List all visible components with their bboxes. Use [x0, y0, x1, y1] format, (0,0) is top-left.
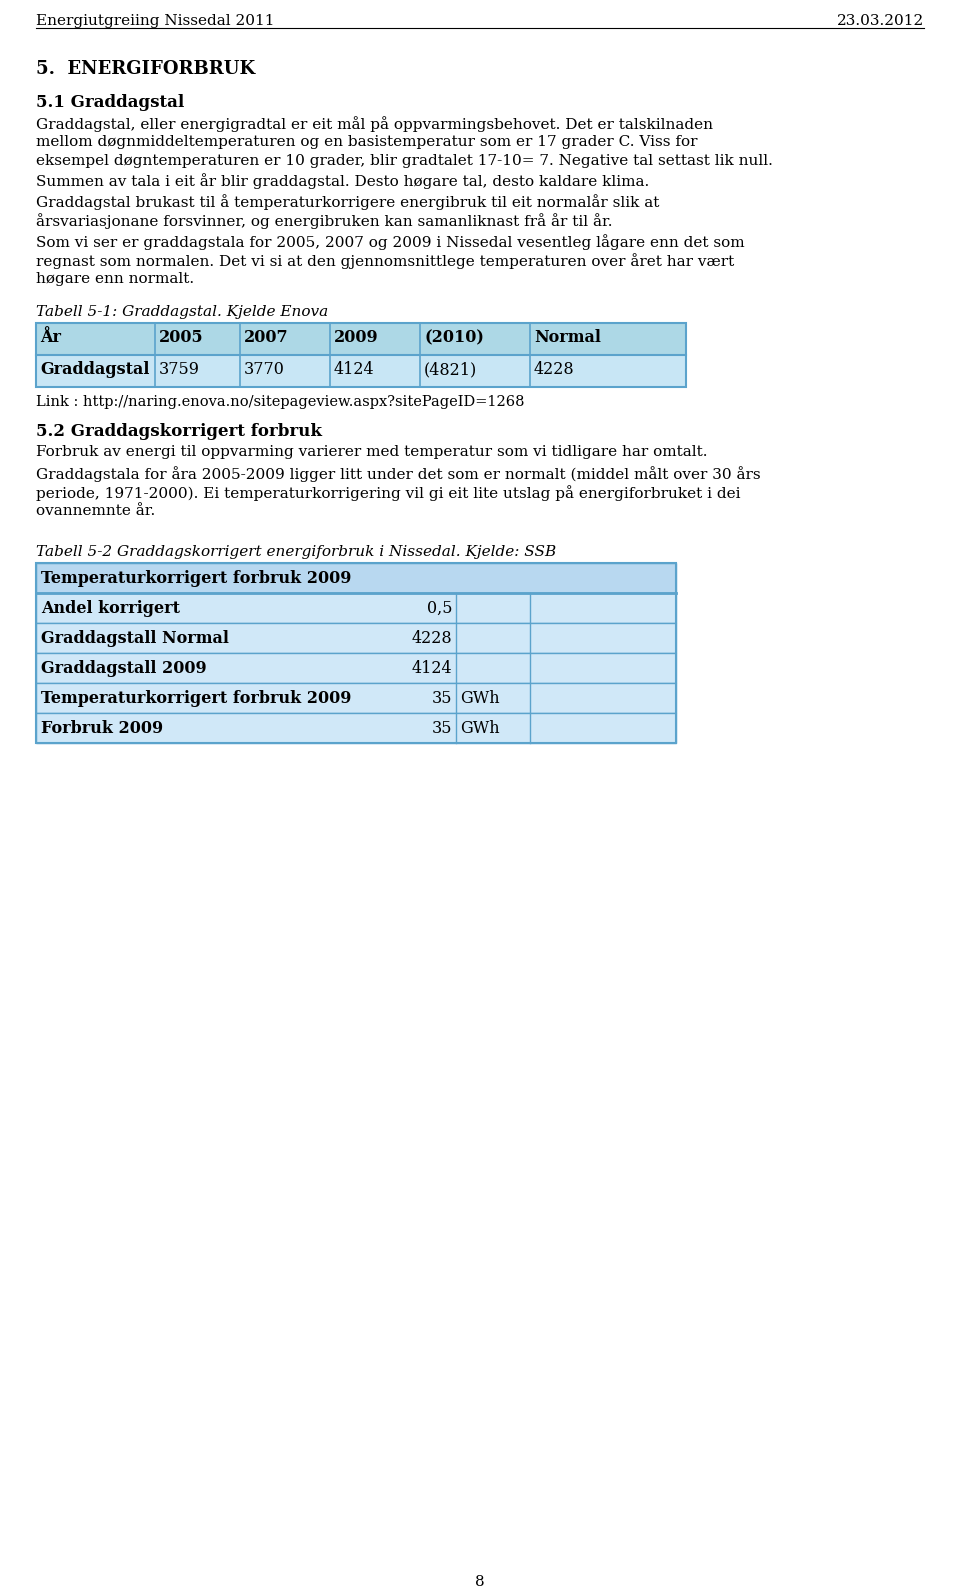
- Text: Graddagstal: Graddagstal: [40, 362, 150, 378]
- Bar: [36, 683, 676, 714]
- Bar: [36, 562, 676, 593]
- Text: Temperaturkorrigert forbruk 2009: Temperaturkorrigert forbruk 2009: [41, 570, 351, 586]
- Text: (2010): (2010): [424, 330, 484, 346]
- Text: Graddagstal, eller energigradtal er eit mål på oppvarmingsbehovet. Det er talski: Graddagstal, eller energigradtal er eit …: [36, 116, 713, 132]
- Text: ovannemnte år.: ovannemnte år.: [36, 503, 156, 518]
- Text: Link : http://naring.enova.no/sitepageview.aspx?sitePageID=1268: Link : http://naring.enova.no/sitepagevi…: [36, 395, 524, 409]
- Bar: [36, 623, 676, 653]
- Text: Graddagstall Normal: Graddagstall Normal: [41, 629, 228, 647]
- Text: Andel korrigert: Andel korrigert: [41, 601, 180, 616]
- Bar: [36, 323, 686, 387]
- Bar: [36, 653, 676, 683]
- Text: 8: 8: [475, 1575, 485, 1588]
- Text: 0,5: 0,5: [426, 601, 452, 616]
- Text: 3759: 3759: [159, 362, 200, 378]
- Text: 3770: 3770: [244, 362, 285, 378]
- Text: høgare enn normalt.: høgare enn normalt.: [36, 272, 194, 287]
- Text: periode, 1971-2000). Ei temperaturkorrigering vil gi eit lite utslag på energifo: periode, 1971-2000). Ei temperaturkorrig…: [36, 484, 740, 500]
- Text: 4124: 4124: [334, 362, 374, 378]
- Bar: [36, 355, 686, 387]
- Text: 2005: 2005: [159, 330, 204, 346]
- Text: 5.2 Graddagskorrigert forbruk: 5.2 Graddagskorrigert forbruk: [36, 424, 322, 440]
- Text: Summen av tala i eit år blir graddagstal. Desto høgare tal, desto kaldare klima.: Summen av tala i eit år blir graddagstal…: [36, 174, 649, 190]
- Bar: [36, 593, 676, 623]
- Text: Energiutgreiing Nissedal 2011: Energiutgreiing Nissedal 2011: [36, 14, 275, 29]
- Text: GWh: GWh: [460, 690, 499, 707]
- Text: 5.  ENERGIFORBRUK: 5. ENERGIFORBRUK: [36, 61, 255, 78]
- Text: 2007: 2007: [244, 330, 289, 346]
- Text: 35: 35: [431, 720, 452, 738]
- Text: 4228: 4228: [534, 362, 575, 378]
- Text: Normal: Normal: [534, 330, 601, 346]
- Bar: [36, 562, 676, 742]
- Text: GWh: GWh: [460, 720, 499, 738]
- Text: Graddagstall 2009: Graddagstall 2009: [41, 660, 206, 677]
- Bar: [36, 714, 676, 742]
- Text: Tabell 5-1: Graddagstal. Kjelde Enova: Tabell 5-1: Graddagstal. Kjelde Enova: [36, 304, 328, 319]
- Text: Tabell 5-2 Graddagskorrigert energiforbruk i Nissedal. Kjelde: SSB: Tabell 5-2 Graddagskorrigert energiforbr…: [36, 545, 556, 559]
- Text: 4228: 4228: [412, 629, 452, 647]
- Text: Som vi ser er graddagstala for 2005, 2007 og 2009 i Nissedal vesentleg lågare en: Som vi ser er graddagstala for 2005, 200…: [36, 234, 745, 250]
- Text: 4124: 4124: [412, 660, 452, 677]
- Text: 5.1 Graddagstal: 5.1 Graddagstal: [36, 94, 184, 112]
- Text: regnast som normalen. Det vi si at den gjennomsnittlege temperaturen over året h: regnast som normalen. Det vi si at den g…: [36, 253, 734, 269]
- Text: Graddagstal brukast til å temperaturkorrigere energibruk til eit normalår slik a: Graddagstal brukast til å temperaturkorr…: [36, 194, 660, 210]
- Text: 35: 35: [431, 690, 452, 707]
- Bar: [36, 323, 686, 355]
- Text: Temperaturkorrigert forbruk 2009: Temperaturkorrigert forbruk 2009: [41, 690, 351, 707]
- Text: årsvariasjonane forsvinner, og energibruken kan samanliknast frå år til år.: årsvariasjonane forsvinner, og energibru…: [36, 213, 612, 229]
- Text: Forbruk av energi til oppvarming varierer med temperatur som vi tidligare har om: Forbruk av energi til oppvarming variere…: [36, 444, 708, 459]
- Text: Graddagstala for åra 2005-2009 ligger litt under det som er normalt (middel målt: Graddagstala for åra 2005-2009 ligger li…: [36, 467, 760, 481]
- Text: 2009: 2009: [334, 330, 378, 346]
- Text: (4821): (4821): [424, 362, 477, 378]
- Text: 23.03.2012: 23.03.2012: [837, 14, 924, 29]
- Text: eksempel døgntemperaturen er 10 grader, blir gradtalet 17-10= 7. Negative tal se: eksempel døgntemperaturen er 10 grader, …: [36, 155, 773, 167]
- Text: År: År: [40, 330, 61, 346]
- Text: mellom døgnmiddeltemperaturen og en basistemperatur som er 17 grader C. Viss for: mellom døgnmiddeltemperaturen og en basi…: [36, 135, 698, 150]
- Text: Forbruk 2009: Forbruk 2009: [41, 720, 163, 738]
